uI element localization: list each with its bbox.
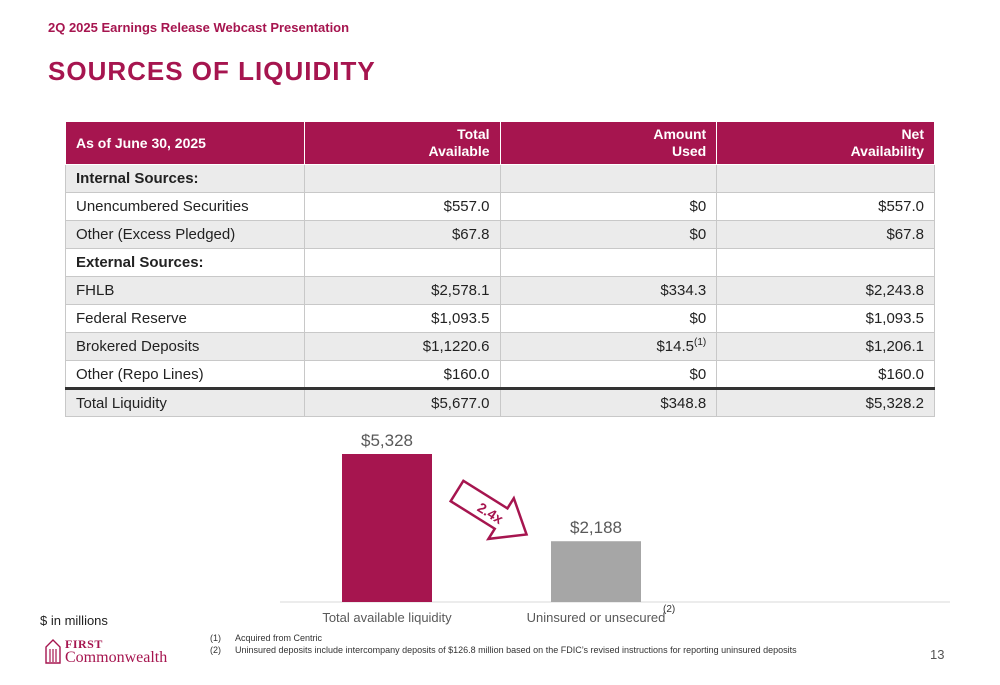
bar-value-label: $2,188 — [570, 518, 622, 537]
row-label: FHLB — [65, 276, 305, 305]
total-available-cell: $1,1220.6 — [303, 332, 501, 361]
net-availability-cell: $557.0 — [716, 192, 935, 221]
net-availability-cell: $2,243.8 — [716, 276, 935, 305]
header-total-available: Total Available — [303, 121, 501, 165]
footnote-ref: (1) — [693, 337, 707, 348]
chart-bar — [551, 541, 641, 602]
header-net-availability: Net Availability — [716, 121, 935, 165]
row-label: Unencumbered Securities — [65, 192, 305, 221]
total-available-cell: $2,578.1 — [303, 276, 501, 305]
net-availability-cell: $1,093.5 — [716, 304, 935, 333]
amount-used-cell: $334.3 — [499, 276, 718, 305]
section-label: Internal Sources: — [65, 164, 305, 193]
chart-bar — [342, 454, 432, 602]
net-availability-cell: $67.8 — [716, 220, 935, 249]
header-amount-used: Amount Used — [499, 121, 718, 165]
logo-line-1: FIRST — [65, 637, 103, 651]
total-available-cell: $160.0 — [303, 360, 501, 389]
liquidity-table: As of June 30, 2025 Total Available Amoun… — [65, 121, 935, 417]
category-footnote-ref: (2) — [663, 604, 675, 615]
page-title: SOURCES OF LIQUIDITY — [48, 56, 376, 86]
row-label: Federal Reserve — [65, 304, 305, 333]
row-label: Total Liquidity — [65, 387, 305, 417]
table-row: Other (Excess Pledged) $67.8 $0 $67.8 — [65, 220, 935, 249]
net-availability-cell: $5,328.2 — [716, 387, 935, 417]
amount-used-cell: $14.5(1) — [499, 332, 718, 361]
amount-used-cell: $0 — [499, 360, 718, 389]
logo-line-2: Commonwealth — [65, 649, 168, 666]
section-row-internal: Internal Sources: — [65, 164, 935, 193]
total-available-cell: $67.8 — [303, 220, 501, 249]
total-available-cell: $5,677.0 — [303, 387, 501, 417]
header-as-of: As of June 30, 2025 — [65, 121, 305, 165]
table-row: Other (Repo Lines) $160.0 $0 $160.0 — [65, 360, 935, 389]
table-row: Federal Reserve $1,093.5 $0 $1,093.5 — [65, 304, 935, 333]
footnotes: (1) Acquired from Centric (2) Uninsured de… — [210, 632, 797, 656]
total-available-cell: $557.0 — [303, 192, 501, 221]
multiplier-arrow: 2.4x — [448, 479, 529, 541]
row-label: Brokered Deposits — [65, 332, 305, 361]
net-availability-cell: $160.0 — [716, 360, 935, 389]
category-label: Total available liquidity — [322, 610, 452, 625]
row-label: Other (Excess Pledged) — [65, 220, 305, 249]
section-row-external: External Sources: — [65, 248, 935, 277]
section-label: External Sources: — [65, 248, 305, 277]
table-row: Brokered Deposits $1,1220.6 $14.5(1) $1,… — [65, 332, 935, 361]
units-note: $ in millions — [40, 613, 108, 628]
table-row: FHLB $2,578.1 $334.3 $2,243.8 — [65, 276, 935, 305]
amount-used-cell: $0 — [499, 220, 718, 249]
company-logo: FIRST Commonwealth — [45, 637, 168, 666]
table-row: Unencumbered Securities $557.0 $0 $557.0 — [65, 192, 935, 221]
row-label: Other (Repo Lines) — [65, 360, 305, 389]
category-label: Uninsured or unsecured — [527, 610, 666, 625]
total-row: Total Liquidity $5,677.0 $348.8 $5,328.2 — [65, 387, 935, 417]
liquidity-bar-chart: $5,328 Total available liquidity $2,188 Uni… — [280, 431, 950, 625]
total-available-cell: $1,093.5 — [303, 304, 501, 333]
arrow-shape — [448, 479, 529, 541]
table-header-row: As of June 30, 2025 Total Available Amoun… — [65, 121, 935, 165]
amount-used-cell: $348.8 — [499, 387, 718, 417]
amount-used-cell: $0 — [499, 192, 718, 221]
bar-value-label: $5,328 — [361, 431, 413, 450]
amount-used-cell: $0 — [499, 304, 718, 333]
page-number: 13 — [930, 647, 945, 662]
footnote-item: (2) Uninsured deposits include intercompa… — [210, 645, 797, 655]
presentation-label: 2Q 2025 Earnings Release Webcast Present… — [48, 20, 350, 35]
building-icon — [45, 639, 61, 664]
footnote-item: (1) Acquired from Centric — [210, 633, 323, 643]
net-availability-cell: $1,206.1 — [716, 332, 935, 361]
